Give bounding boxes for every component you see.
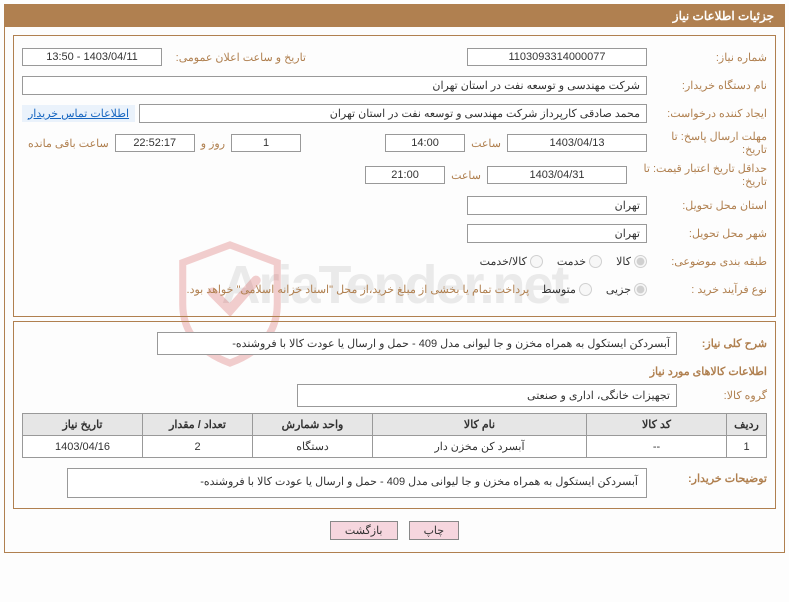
purchase-type-radios: جزیی متوسط: [541, 283, 647, 296]
remaining-label: ساعت باقی مانده: [22, 137, 115, 150]
announce-value: 1403/04/11 - 13:50: [22, 48, 162, 66]
back-button[interactable]: بازگشت: [330, 521, 398, 540]
radio-goods[interactable]: کالا: [616, 255, 647, 268]
th-idx: ردیف: [727, 414, 767, 436]
goods-group-value: تجهیزات خانگی، اداری و صنعتی: [297, 384, 677, 407]
subject-cat-radios: کالا خدمت کالا/خدمت: [480, 255, 647, 268]
td-name: آبسرد کن مخزن دار: [373, 436, 587, 458]
th-unit: واحد شمارش: [253, 414, 373, 436]
deadline-label: مهلت ارسال پاسخ: تا تاریخ:: [647, 130, 767, 156]
valid-date-value: 1403/04/31: [487, 166, 627, 184]
requester-label: ایجاد کننده درخواست:: [647, 107, 767, 120]
subject-cat-label: طبقه بندی موضوعی:: [647, 255, 767, 268]
deliv-city-value: تهران: [467, 224, 647, 243]
requester-value: محمد صادقی کارپرداز شرکت مهندسی و توسعه …: [139, 104, 647, 123]
table-row: 1 -- آبسرد کن مخزن دار دستگاه 2 1403/04/…: [23, 436, 767, 458]
deliv-prov-label: استان محل تحویل:: [647, 199, 767, 212]
radio-service[interactable]: خدمت: [557, 255, 602, 268]
td-qty: 2: [143, 436, 253, 458]
goods-info-title: اطلاعات کالاهای مورد نیاز: [22, 365, 767, 378]
deadline-date-value: 1403/04/13: [507, 134, 647, 152]
th-code: کد کالا: [587, 414, 727, 436]
radio-both[interactable]: کالا/خدمت: [480, 255, 543, 268]
need-no-label: شماره نیاز:: [647, 51, 767, 64]
need-desc-value: آبسردکن ایستکول به همراه مخزن و جا لیوان…: [157, 332, 677, 355]
footer: چاپ بازگشت: [13, 513, 776, 544]
td-date: 1403/04/16: [23, 436, 143, 458]
details-panel: جزئیات اطلاعات نیاز شماره نیاز: 11030933…: [4, 4, 785, 553]
buyer-org-label: نام دستگاه خریدار:: [647, 79, 767, 92]
panel-title: جزئیات اطلاعات نیاز: [5, 5, 784, 27]
radio-medium[interactable]: متوسط: [541, 283, 592, 296]
purchase-type-label: نوع فرآیند خرید :: [647, 283, 767, 296]
td-unit: دستگاه: [253, 436, 373, 458]
goods-group-label: گروه کالا:: [677, 389, 767, 402]
goods-info-box: شرح کلی نیاز: آبسردکن ایستکول به همراه م…: [13, 321, 776, 509]
buyer-notes-value: آبسردکن ایستکول به همراه مخزن و جا لیوان…: [67, 468, 647, 498]
th-name: نام کالا: [373, 414, 587, 436]
buyer-contact-link[interactable]: اطلاعات تماس خریدار: [22, 105, 135, 122]
main-info-box: شماره نیاز: 1103093314000077 تاریخ و ساع…: [13, 35, 776, 317]
buyer-notes-label: توضیحات خریدار:: [647, 468, 767, 485]
buyer-org-value: شرکت مهندسی و توسعه نفت در استان تهران: [22, 76, 647, 95]
hour-label-1: ساعت: [465, 137, 507, 150]
need-desc-label: شرح کلی نیاز:: [677, 337, 767, 350]
print-button[interactable]: چاپ: [409, 521, 460, 540]
table-header-row: ردیف کد کالا نام کالا واحد شمارش تعداد /…: [23, 414, 767, 436]
th-qty: تعداد / مقدار: [143, 414, 253, 436]
days-left-value: 1: [231, 134, 301, 152]
radio-small[interactable]: جزیی: [606, 283, 647, 296]
need-no-value: 1103093314000077: [467, 48, 647, 66]
td-idx: 1: [727, 436, 767, 458]
valid-time-value: 21:00: [365, 166, 445, 184]
deadline-time-value: 14:00: [385, 134, 465, 152]
deliv-city-label: شهر محل تحویل:: [647, 227, 767, 240]
deliv-prov-value: تهران: [467, 196, 647, 215]
hour-label-2: ساعت: [445, 169, 487, 182]
purchase-note: پرداخت تمام یا بخشی از مبلغ خرید،از محل …: [187, 283, 530, 296]
countdown-value: 22:52:17: [115, 134, 195, 152]
announce-label: تاریخ و ساعت اعلان عمومی:: [162, 51, 312, 64]
day-and-label: روز و: [195, 137, 231, 150]
goods-table: ردیف کد کالا نام کالا واحد شمارش تعداد /…: [22, 413, 767, 458]
valid-until-label: حداقل تاریخ اعتبار قیمت: تا تاریخ:: [627, 162, 767, 188]
td-code: --: [587, 436, 727, 458]
th-date: تاریخ نیاز: [23, 414, 143, 436]
